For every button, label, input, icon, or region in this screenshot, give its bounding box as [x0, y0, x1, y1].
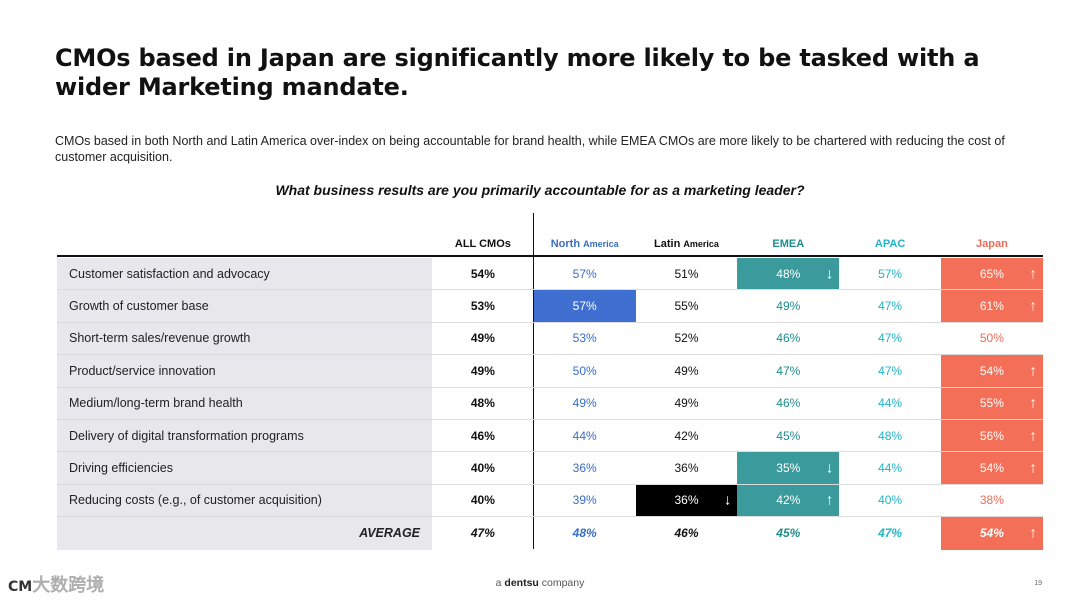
value-cell: 49% — [674, 396, 699, 411]
value-cell: 49% — [470, 363, 495, 378]
column-header-2: Latin America — [654, 238, 719, 250]
value-cell: 48% ↓ — [737, 258, 840, 290]
table-row: Reducing costs (e.g., of customer acquis… — [57, 484, 1043, 518]
page-subtitle: CMOs based in both North and Latin Ameri… — [55, 134, 1005, 164]
page-title: CMOs based in Japan are significantly mo… — [55, 44, 980, 101]
value-cell: 47% — [470, 526, 495, 541]
value-cell: 40% — [470, 461, 495, 476]
value-cell: 50% — [979, 331, 1004, 346]
value-cell: 54% ↑ — [941, 452, 1043, 484]
results-table: Customer satisfaction and advocacy 54% 57%… — [57, 258, 1043, 550]
row-label: Delivery of digital transformation progr… — [57, 419, 432, 452]
row-label: Driving efficiencies — [57, 452, 432, 484]
value-cell: 50% — [572, 363, 597, 378]
value-cell: 55% ↑ — [941, 387, 1043, 419]
down-arrow-icon: ↓ — [825, 265, 834, 283]
value-cell: 48% — [470, 396, 495, 411]
value-cell: 57% — [878, 266, 903, 281]
value-cell: 47% — [878, 363, 903, 378]
down-arrow-icon: ↓ — [825, 459, 834, 477]
value-cell: 48% — [572, 526, 597, 541]
value-cell: 47% — [878, 299, 903, 314]
value-cell: 42% — [674, 428, 699, 443]
table-row: Customer satisfaction and advocacy 54% 57%… — [57, 258, 1043, 291]
value-cell: 54% — [470, 266, 495, 281]
row-label: Growth of customer base — [57, 290, 432, 322]
value-cell: 49% — [470, 331, 495, 346]
value-cell: 45% — [776, 428, 801, 443]
value-cell: 46% — [470, 428, 495, 443]
value-cell: 42% ↑ — [737, 484, 840, 517]
average-label: AVERAGE — [57, 517, 432, 550]
row-label: Medium/long-term brand health — [57, 387, 432, 419]
value-cell: 47% — [878, 526, 903, 541]
value-cell: 61% ↑ — [941, 290, 1043, 322]
value-cell: 36% ↓ — [635, 484, 738, 517]
value-cell: 47% — [776, 363, 801, 378]
chart-question: What business results are you primarily … — [275, 182, 805, 198]
value-cell: 40% — [470, 493, 495, 508]
row-label: Customer satisfaction and advocacy — [57, 258, 432, 290]
value-cell: 53% — [572, 331, 597, 346]
value-cell: 45% — [776, 526, 801, 541]
up-arrow-icon: ↑ — [825, 491, 834, 509]
value-cell: 54% ↑ — [941, 517, 1043, 550]
value-cell: 39% — [572, 493, 597, 508]
row-label: Product/service innovation — [57, 355, 432, 387]
value-cell: 55% — [674, 299, 699, 314]
value-cell: 36% — [674, 461, 699, 476]
table-row: Medium/long-term brand health 48% 49% 49% 46… — [57, 387, 1043, 420]
column-header-4: APAC — [874, 238, 906, 250]
watermark-logo: CM大数跨境 — [8, 575, 105, 596]
up-arrow-icon: ↑ — [1029, 459, 1037, 477]
value-cell: 54% ↑ — [941, 355, 1043, 387]
vertical-divider — [533, 213, 534, 549]
up-arrow-icon: ↑ — [1029, 297, 1037, 315]
up-arrow-icon: ↑ — [1029, 427, 1037, 445]
table-row: Driving efficiencies 40% 36% 36% 35% ↓ 44% 54% ↑ — [57, 452, 1043, 485]
up-arrow-icon: ↑ — [1029, 265, 1037, 283]
value-cell: 53% — [470, 299, 495, 314]
value-cell: 48% — [878, 428, 903, 443]
value-cell: 46% — [674, 526, 699, 541]
value-cell: 38% — [979, 493, 1004, 508]
value-cell: 44% — [878, 461, 903, 476]
table-row: Delivery of digital transformation progr… — [57, 419, 1043, 453]
column-header-1: North America — [550, 238, 619, 250]
value-cell: 36% — [572, 461, 597, 476]
column-header-3: EMEA — [772, 238, 805, 250]
value-cell: 51% — [674, 266, 699, 281]
column-header-0: ALL CMOs — [454, 238, 511, 250]
value-cell: 46% — [776, 396, 801, 411]
down-arrow-icon: ↓ — [723, 491, 732, 509]
column-header-5: Japan — [976, 238, 1008, 250]
value-cell: 49% — [572, 396, 597, 411]
footer-text: a dentsu company — [495, 577, 585, 589]
value-cell: 46% — [776, 331, 801, 346]
up-arrow-icon: ↑ — [1029, 524, 1037, 542]
row-label: Reducing costs (e.g., of customer acquis… — [57, 484, 432, 517]
value-cell: 49% — [776, 299, 801, 314]
table-row: Product/service innovation 49% 50% 49% 47% 47… — [57, 355, 1043, 388]
table-row: Short-term sales/revenue growth 49% 53% 52%… — [57, 322, 1043, 356]
value-cell: 44% — [572, 428, 597, 443]
value-cell: 35% ↓ — [737, 452, 840, 484]
page-number: 19 — [1034, 580, 1042, 587]
row-label: Short-term sales/revenue growth — [57, 322, 432, 355]
header-divider — [57, 255, 1043, 257]
value-cell: 57% — [533, 290, 636, 322]
value-cell: 40% — [878, 493, 903, 508]
up-arrow-icon: ↑ — [1029, 394, 1037, 412]
value-cell: 65% ↑ — [941, 258, 1043, 290]
value-cell: 49% — [674, 363, 699, 378]
value-cell: 57% — [572, 266, 597, 281]
value-cell: 44% — [878, 396, 903, 411]
table-row: Growth of customer base 53% 57% 55% 49% 47% 61… — [57, 290, 1043, 323]
value-cell: 47% — [878, 331, 903, 346]
value-cell: 56% ↑ — [941, 419, 1043, 452]
up-arrow-icon: ↑ — [1029, 362, 1037, 380]
value-cell: 52% — [674, 331, 699, 346]
average-row: AVERAGE 47% 48% 46% 45% 47% 54% ↑ — [57, 517, 1043, 550]
